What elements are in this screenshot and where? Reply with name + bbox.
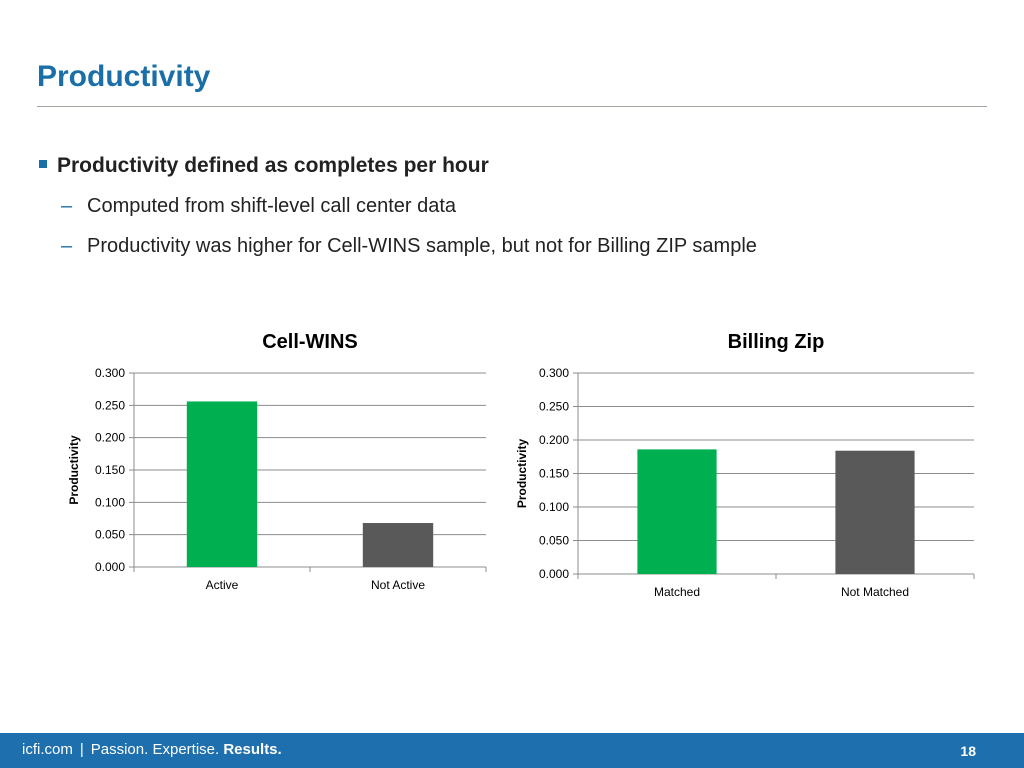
bar-not-matched	[835, 450, 915, 574]
page-number: 18	[960, 743, 976, 759]
bar-matched	[637, 449, 717, 574]
y-axis-label: Productivity	[67, 435, 81, 505]
y-tick-label: 0.250	[539, 400, 569, 414]
footer-tag-passion: Passion.	[90, 741, 149, 758]
footer-brand: icfi.com | Passion. Expertise. Results.	[22, 741, 282, 758]
chart-billing-zip: Billing Zip Productivity 0.000 0.050 0.100 0.…	[515, 331, 975, 599]
x-tick-label: Not Active	[371, 578, 425, 592]
sub-bullet-text: Computed from shift-level call center da…	[87, 195, 457, 217]
y-tick-label: 0.000	[539, 567, 569, 581]
x-tick-label: Not Matched	[841, 585, 909, 599]
chart-title: Billing Zip	[728, 331, 825, 353]
bullet-main: Productivity defined as completes per ho…	[37, 150, 997, 182]
y-tick-label: 0.050	[95, 528, 125, 542]
bullet-list: Productivity defined as completes per ho…	[37, 150, 997, 266]
footer-site[interactable]: icfi.com	[22, 741, 73, 758]
sub-bullet: – Productivity was higher for Cell-WINS …	[37, 226, 997, 266]
y-tick-label: 0.150	[95, 463, 125, 477]
y-tick-label: 0.300	[95, 366, 125, 380]
y-tick-label: 0.150	[539, 467, 569, 481]
title-divider	[37, 106, 987, 107]
footer-bar: icfi.com | Passion. Expertise. Results. 18	[0, 733, 1024, 768]
y-tick-label: 0.250	[95, 398, 125, 412]
sub-bullet: – Computed from shift-level call center …	[37, 186, 997, 226]
x-tick-label: Active	[206, 578, 239, 592]
bar-active	[186, 401, 258, 567]
footer-separator: |	[79, 741, 84, 758]
y-axis-label: Productivity	[515, 439, 529, 509]
y-tick-label: 0.200	[539, 433, 569, 447]
footer-tag-results: Results.	[223, 741, 282, 758]
sub-bullet-text: Productivity was higher for Cell-WINS sa…	[87, 235, 757, 257]
chart-cell-wins: Cell-WINS Productivity 0.000 0.050 0.100 0.15…	[67, 331, 487, 592]
square-bullet-icon	[39, 160, 47, 168]
chart-title: Cell-WINS	[262, 331, 358, 353]
bar-not-active	[362, 523, 434, 567]
x-tick-label: Matched	[654, 585, 700, 599]
y-tick-label: 0.100	[95, 495, 125, 509]
bullet-main-text: Productivity defined as completes per ho…	[57, 154, 489, 177]
footer-tag-expertise: Expertise.	[152, 741, 220, 758]
y-tick-label: 0.200	[95, 431, 125, 445]
y-tick-label: 0.000	[95, 560, 125, 574]
y-tick-label: 0.300	[539, 366, 569, 380]
y-tick-label: 0.100	[539, 500, 569, 514]
y-tick-label: 0.050	[539, 534, 569, 548]
dash-bullet-icon: –	[61, 235, 73, 257]
dash-bullet-icon: –	[61, 195, 73, 217]
slide-title: Productivity	[37, 60, 211, 93]
